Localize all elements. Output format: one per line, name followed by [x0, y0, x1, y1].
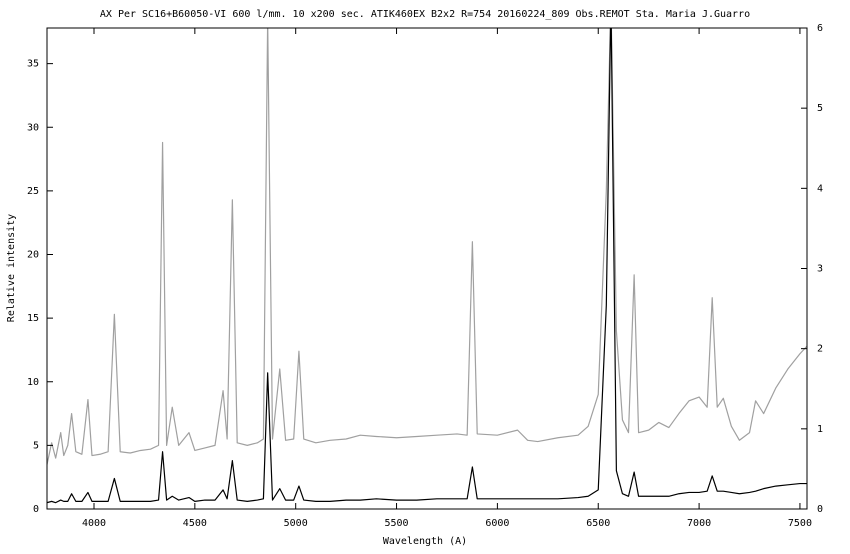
- y2-tick-label: 1: [817, 424, 823, 435]
- x-tick-label: 7500: [788, 518, 812, 529]
- x-tick-label: 6500: [586, 518, 610, 529]
- chart-title: AX Per SC16+B60050-VI 600 l/mm. 10 x200 …: [100, 9, 750, 20]
- x-tick-label: 7000: [687, 518, 711, 529]
- y-tick-label: 30: [27, 122, 39, 133]
- x-tick-label: 4500: [183, 518, 207, 529]
- y2-tick-label: 0: [817, 504, 823, 515]
- x-tick-label: 6000: [485, 518, 509, 529]
- y-tick-label: 5: [33, 440, 39, 451]
- y-tick-label: 20: [27, 250, 39, 261]
- y2-tick-label: 6: [817, 23, 823, 34]
- y-tick-label: 25: [27, 186, 39, 197]
- y2-tick-label: 5: [817, 103, 823, 114]
- y-tick-label: 15: [27, 313, 39, 324]
- y2-tick-label: 3: [817, 264, 823, 275]
- x-tick-label: 4000: [82, 518, 106, 529]
- y-tick-label: 35: [27, 59, 39, 70]
- y-tick-label: 0: [33, 504, 39, 515]
- y2-tick-label: 2: [817, 344, 823, 355]
- x-tick-label: 5500: [384, 518, 408, 529]
- y-axis-label: Relative intensity: [6, 214, 17, 322]
- spectrum-line: [47, 28, 807, 504]
- spectrum-line: [47, 28, 807, 465]
- y2-tick-label: 4: [817, 183, 823, 194]
- x-axis-label: Wavelength (A): [383, 536, 467, 547]
- plot-area: [47, 28, 807, 504]
- x-tick-label: 5000: [284, 518, 308, 529]
- y-tick-label: 10: [27, 377, 39, 388]
